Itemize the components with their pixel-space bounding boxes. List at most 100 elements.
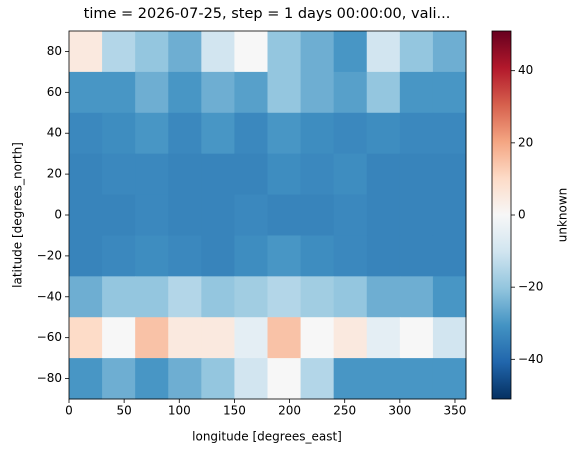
y-tick-label: −60: [37, 330, 62, 344]
heat-cell: [432, 112, 467, 155]
colorbar-tick-label: 40: [518, 63, 533, 77]
heat-cell: [300, 153, 335, 196]
heat-cell: [234, 194, 268, 236]
heat-cell: [201, 71, 235, 114]
heat-cell: [366, 235, 401, 277]
heat-cell: [399, 235, 434, 277]
heat-cell: [333, 112, 368, 155]
heat-cell: [300, 317, 335, 359]
heat-cell: [102, 276, 136, 318]
colorbar-label: unknown: [556, 188, 570, 243]
heat-cell: [300, 358, 335, 400]
heat-cell: [366, 112, 401, 155]
y-tick-label: −80: [37, 371, 62, 385]
heat-cell: [432, 358, 467, 400]
heat-cell: [168, 153, 202, 196]
heat-cell: [366, 276, 401, 318]
y-tick-label: 40: [47, 126, 62, 140]
heat-cell: [366, 71, 401, 114]
colorbar-tick-label: −20: [518, 280, 543, 294]
heat-cell: [267, 235, 302, 277]
heat-cell: [234, 358, 268, 400]
heat-cell: [69, 153, 103, 196]
heat-cell: [102, 31, 136, 73]
x-tick-label: 0: [65, 404, 73, 418]
heat-cell: [69, 71, 103, 114]
heat-cell: [102, 71, 136, 114]
heat-cell: [168, 71, 202, 114]
heat-cell: [399, 194, 434, 236]
heat-cell: [201, 317, 235, 359]
y-tick-label: 60: [47, 85, 62, 99]
heat-cell: [267, 31, 302, 73]
heat-cell: [432, 317, 467, 359]
heat-cell: [267, 71, 302, 114]
heat-cell: [168, 194, 202, 236]
heat-cell: [168, 31, 202, 73]
heat-cell: [168, 112, 202, 155]
heat-cell: [168, 317, 202, 359]
colorbar-tick-label: 0: [518, 208, 526, 222]
heat-cell: [366, 153, 401, 196]
heat-cell: [432, 276, 467, 318]
x-tick-label: 350: [444, 404, 467, 418]
heat-cell: [267, 112, 302, 155]
x-axis-label: longitude [degrees_east]: [192, 430, 342, 444]
heat-cell: [267, 358, 302, 400]
x-tick-label: 50: [116, 404, 131, 418]
heat-cell: [168, 358, 202, 400]
heat-cell: [366, 358, 401, 400]
chart-title: time = 2026-07-25, step = 1 days 00:00:0…: [84, 6, 451, 22]
heat-cell: [300, 112, 335, 155]
heat-cell: [432, 31, 467, 73]
heat-cell: [267, 194, 302, 236]
x-tick-label: 250: [333, 404, 356, 418]
heat-cell: [399, 153, 434, 196]
heat-cell: [135, 31, 169, 73]
heat-cell: [201, 153, 235, 196]
heat-cell: [135, 71, 169, 114]
heat-cell: [234, 235, 268, 277]
heat-cell: [432, 194, 467, 236]
colorbar-tick-label: 20: [518, 135, 533, 149]
heat-cell: [102, 194, 136, 236]
heat-cell: [234, 71, 268, 114]
heat-cell: [399, 276, 434, 318]
x-tick-label: 150: [223, 404, 246, 418]
y-axis-label: latitude [degrees_north]: [11, 142, 25, 288]
y-tick-label: −40: [37, 289, 62, 303]
heat-cell: [432, 235, 467, 277]
heat-cell: [102, 358, 136, 400]
heat-cell: [333, 317, 368, 359]
y-tick-label: 0: [54, 208, 62, 222]
heat-cell: [432, 153, 467, 196]
heat-cell: [69, 317, 103, 359]
heat-cell: [69, 235, 103, 277]
heat-cell: [135, 194, 169, 236]
heat-cell: [168, 276, 202, 318]
heat-cell: [333, 71, 368, 114]
heat-cell: [300, 31, 335, 73]
heat-cell: [102, 235, 136, 277]
heat-cell: [300, 71, 335, 114]
heat-cell: [234, 31, 268, 73]
heat-cell: [300, 276, 335, 318]
heat-cell: [69, 31, 103, 73]
heat-cell: [201, 31, 235, 73]
heat-cell: [333, 235, 368, 277]
heat-cell: [399, 31, 434, 73]
heat-cell: [333, 194, 368, 236]
colorbar-tick-label: −40: [518, 352, 543, 366]
heat-cell: [135, 358, 169, 400]
heat-cell: [135, 112, 169, 155]
y-tick-label: 80: [47, 44, 62, 58]
heat-cell: [69, 112, 103, 155]
heat-cell: [333, 153, 368, 196]
heat-cell: [333, 31, 368, 73]
heat-cell: [399, 317, 434, 359]
heat-cell: [267, 153, 302, 196]
heat-cell: [267, 317, 302, 359]
heat-cell: [366, 31, 401, 73]
x-tick-label: 100: [168, 404, 191, 418]
x-tick-label: 200: [278, 404, 301, 418]
